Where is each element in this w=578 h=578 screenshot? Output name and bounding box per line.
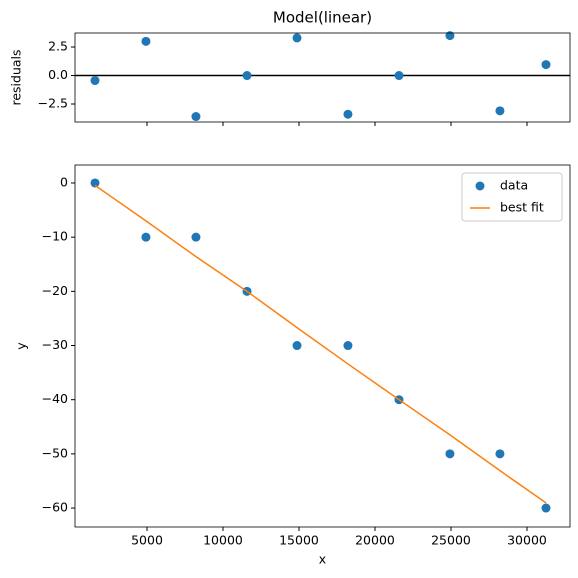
data-point: [141, 232, 151, 242]
data-point: [445, 449, 455, 459]
data-point: [343, 341, 353, 351]
y-tick-label: −20: [42, 283, 68, 298]
data-point: [90, 178, 100, 188]
y-tick-label: −10: [42, 229, 68, 244]
x-tick-label: 10000: [203, 533, 243, 548]
y-tick-label: −2.5: [38, 95, 68, 110]
y-axis-label: residuals: [9, 49, 24, 105]
data-point: [191, 232, 201, 242]
x-tick-label: 30000: [507, 533, 547, 548]
data-point: [242, 71, 252, 81]
data-point: [343, 109, 353, 119]
data-point: [292, 341, 302, 351]
data-point: [541, 503, 551, 513]
y-tick-label: 2.5: [48, 39, 68, 54]
data-point: [495, 449, 505, 459]
y-tick-label: 0: [60, 174, 68, 189]
legend-marker: [475, 181, 485, 191]
y-tick-label: −50: [42, 445, 68, 460]
data-point: [90, 76, 100, 86]
x-tick-label: 20000: [355, 533, 395, 548]
axes-frame: [74, 164, 571, 528]
data-point: [394, 71, 404, 81]
y-tick-label: −30: [42, 337, 68, 352]
x-tick-label: 5000: [131, 533, 163, 548]
legend-label: data: [500, 178, 528, 193]
chart-title: Model(linear): [273, 9, 372, 27]
data-point: [141, 36, 151, 46]
data-point: [445, 31, 455, 41]
legend-box: [461, 172, 563, 222]
x-tick-label: 25000: [431, 533, 471, 548]
y-axis-label: y: [14, 342, 29, 350]
data-point: [541, 60, 551, 70]
y-tick-label: −60: [42, 500, 68, 515]
y-tick-label: 0.0: [48, 67, 68, 82]
data-point: [191, 112, 201, 122]
data-point: [495, 106, 505, 116]
axes-frame: [74, 32, 571, 123]
x-axis-label: x: [319, 552, 326, 567]
x-tick-label: 15000: [279, 533, 319, 548]
data-point: [292, 33, 302, 43]
y-tick-label: −40: [42, 391, 68, 406]
legend-label: best fit: [500, 200, 544, 215]
fit-line: [94, 184, 547, 504]
